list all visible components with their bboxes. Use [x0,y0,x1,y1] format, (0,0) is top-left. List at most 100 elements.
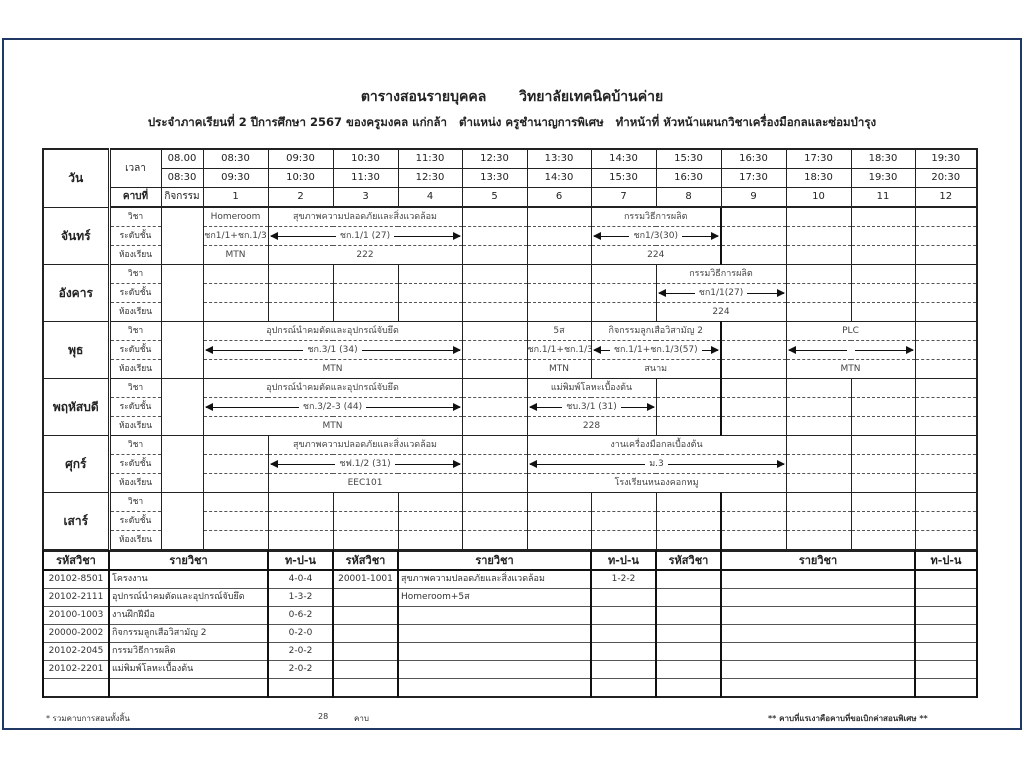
arrow-span: ม.3 [528,455,785,473]
subject-code: 20102-2045 [42,642,110,661]
left-arrow-icon [204,345,304,354]
time-end: 17:30 [720,168,787,188]
subrow-label: วิชา [108,378,162,398]
slot-room [785,416,852,436]
slot-level: ชก.3/2-3 (44) [202,397,463,417]
activity-cell [160,492,204,551]
slot-level: ชก1/1(27) [655,283,787,303]
slot-subject [785,378,852,398]
time-start: 17:30 [785,148,852,169]
slot-level [850,511,916,531]
slot-subject [785,492,852,512]
subject-code [332,660,399,679]
subject-row: 20102-2201 แม่พิมพ์โลหะเบื้องต้น 2-0-2 [42,660,978,679]
slot-subject [914,321,978,341]
slot-level: ชบ.3/1 (31) [566,402,617,412]
subject-code [332,606,399,625]
right-arrow-icon [747,288,785,297]
slot-subject [461,264,528,284]
subject-tpn [914,660,978,679]
slot-subject [461,207,528,227]
slot-subject [267,264,334,284]
activity-cell [160,207,204,265]
activity-cell [160,435,204,493]
period-number: 12 [914,187,978,208]
slot-subject [785,264,852,284]
slot-level [720,397,787,417]
time-start: 18:30 [850,148,916,169]
slot-subject: กิจกรรมลูกเสือวิสามัญ 2 [590,321,722,341]
arrow-span: ชก.3/1 (34) [204,341,461,359]
slot-room [461,245,528,265]
slot-level [785,454,852,474]
day-4: ศุกร์ [42,435,111,493]
subrow-label: ระดับชั้น [108,340,162,360]
subject-code [42,678,110,698]
slot-subject: กรรมวิธีการผลิต [590,207,722,227]
period-number: 11 [850,187,916,208]
slot-level: ชบ.3/1 (31) [526,397,657,417]
slot-level [397,511,463,531]
day-subrow: ห้องเรียน MTN 222 224 [43,245,978,265]
subrow-label: ห้องเรียน [108,473,162,493]
subject-code: 20001-1001 [332,569,399,589]
subject-code: 20100-1003 [42,606,110,625]
arrow-span: ชก1/1(27) [657,284,785,302]
time-end: 16:30 [655,168,722,188]
subject-row [42,678,978,698]
name-header: รายวิชา [397,550,592,571]
slot-level [461,397,528,417]
subrow-label: วิชา [108,435,162,455]
slot-room [785,302,852,322]
slot-level [850,454,916,474]
time-start: 13:30 [526,148,592,169]
right-arrow-icon [682,231,719,240]
slot-level [461,511,528,531]
left-arrow-icon [204,402,299,411]
subrow-label: ห้องเรียน [108,416,162,436]
subject-name [397,606,592,625]
slot-room [590,530,657,551]
slot-level [785,511,852,531]
slot-room [526,245,592,265]
day-subrow: ห้องเรียน MTN 228 [43,416,978,436]
period-number: 7 [590,187,657,208]
subject-name: กรรมวิธีการผลิต [108,642,269,661]
slot-room [850,530,916,551]
slot-level [526,226,592,246]
slot-room [720,359,787,379]
slot-subject [785,435,852,455]
slot-subject [850,492,916,512]
right-arrow-icon [620,402,655,411]
period-row: คาบที่ กิจกรรม 1 2 3 4 5 6 7 8 9 10 11 12 [43,187,978,208]
subrow-label: ห้องเรียน [108,530,162,551]
time-end: 14:30 [526,168,592,188]
slot-level [914,397,978,417]
slot-level: ชก.1/1 (27) [267,226,463,246]
slot-subject [397,264,463,284]
day-2: พุธ [42,321,111,379]
slot-level [720,340,787,360]
slot-level: ชก.3/1 (34) [307,345,358,355]
slot-room [461,302,528,322]
time-header: เวลา [108,148,162,188]
time-start: 15:30 [655,148,722,169]
slot-room: MTN [202,245,269,265]
slot-level: ชฟ.1/2 (31) [339,459,391,469]
name-header: รายวิชา [108,550,269,571]
slot-level [655,397,722,417]
day-subrow: ระดับชั้น ชก.3/1 (34) ชก.1/1+ชก.1/3 ชก.1/1+… [43,340,978,360]
slot-subject: แม่พิมพ์โลหะเบื้องต้น [526,378,657,398]
arrow-span: ชก1/3(30) [592,227,719,245]
slot-subject [785,207,852,227]
subject-name: Homeroom+5ส [397,588,592,607]
period-number: 5 [461,187,528,208]
left-arrow-icon [528,402,563,411]
slot-level [526,511,592,531]
subject-tpn: 2-0-2 [267,660,334,679]
subject-code [655,660,722,679]
slot-room [526,530,592,551]
subject-code [655,678,722,698]
subject-tpn [914,606,978,625]
slot-subject [914,435,978,455]
